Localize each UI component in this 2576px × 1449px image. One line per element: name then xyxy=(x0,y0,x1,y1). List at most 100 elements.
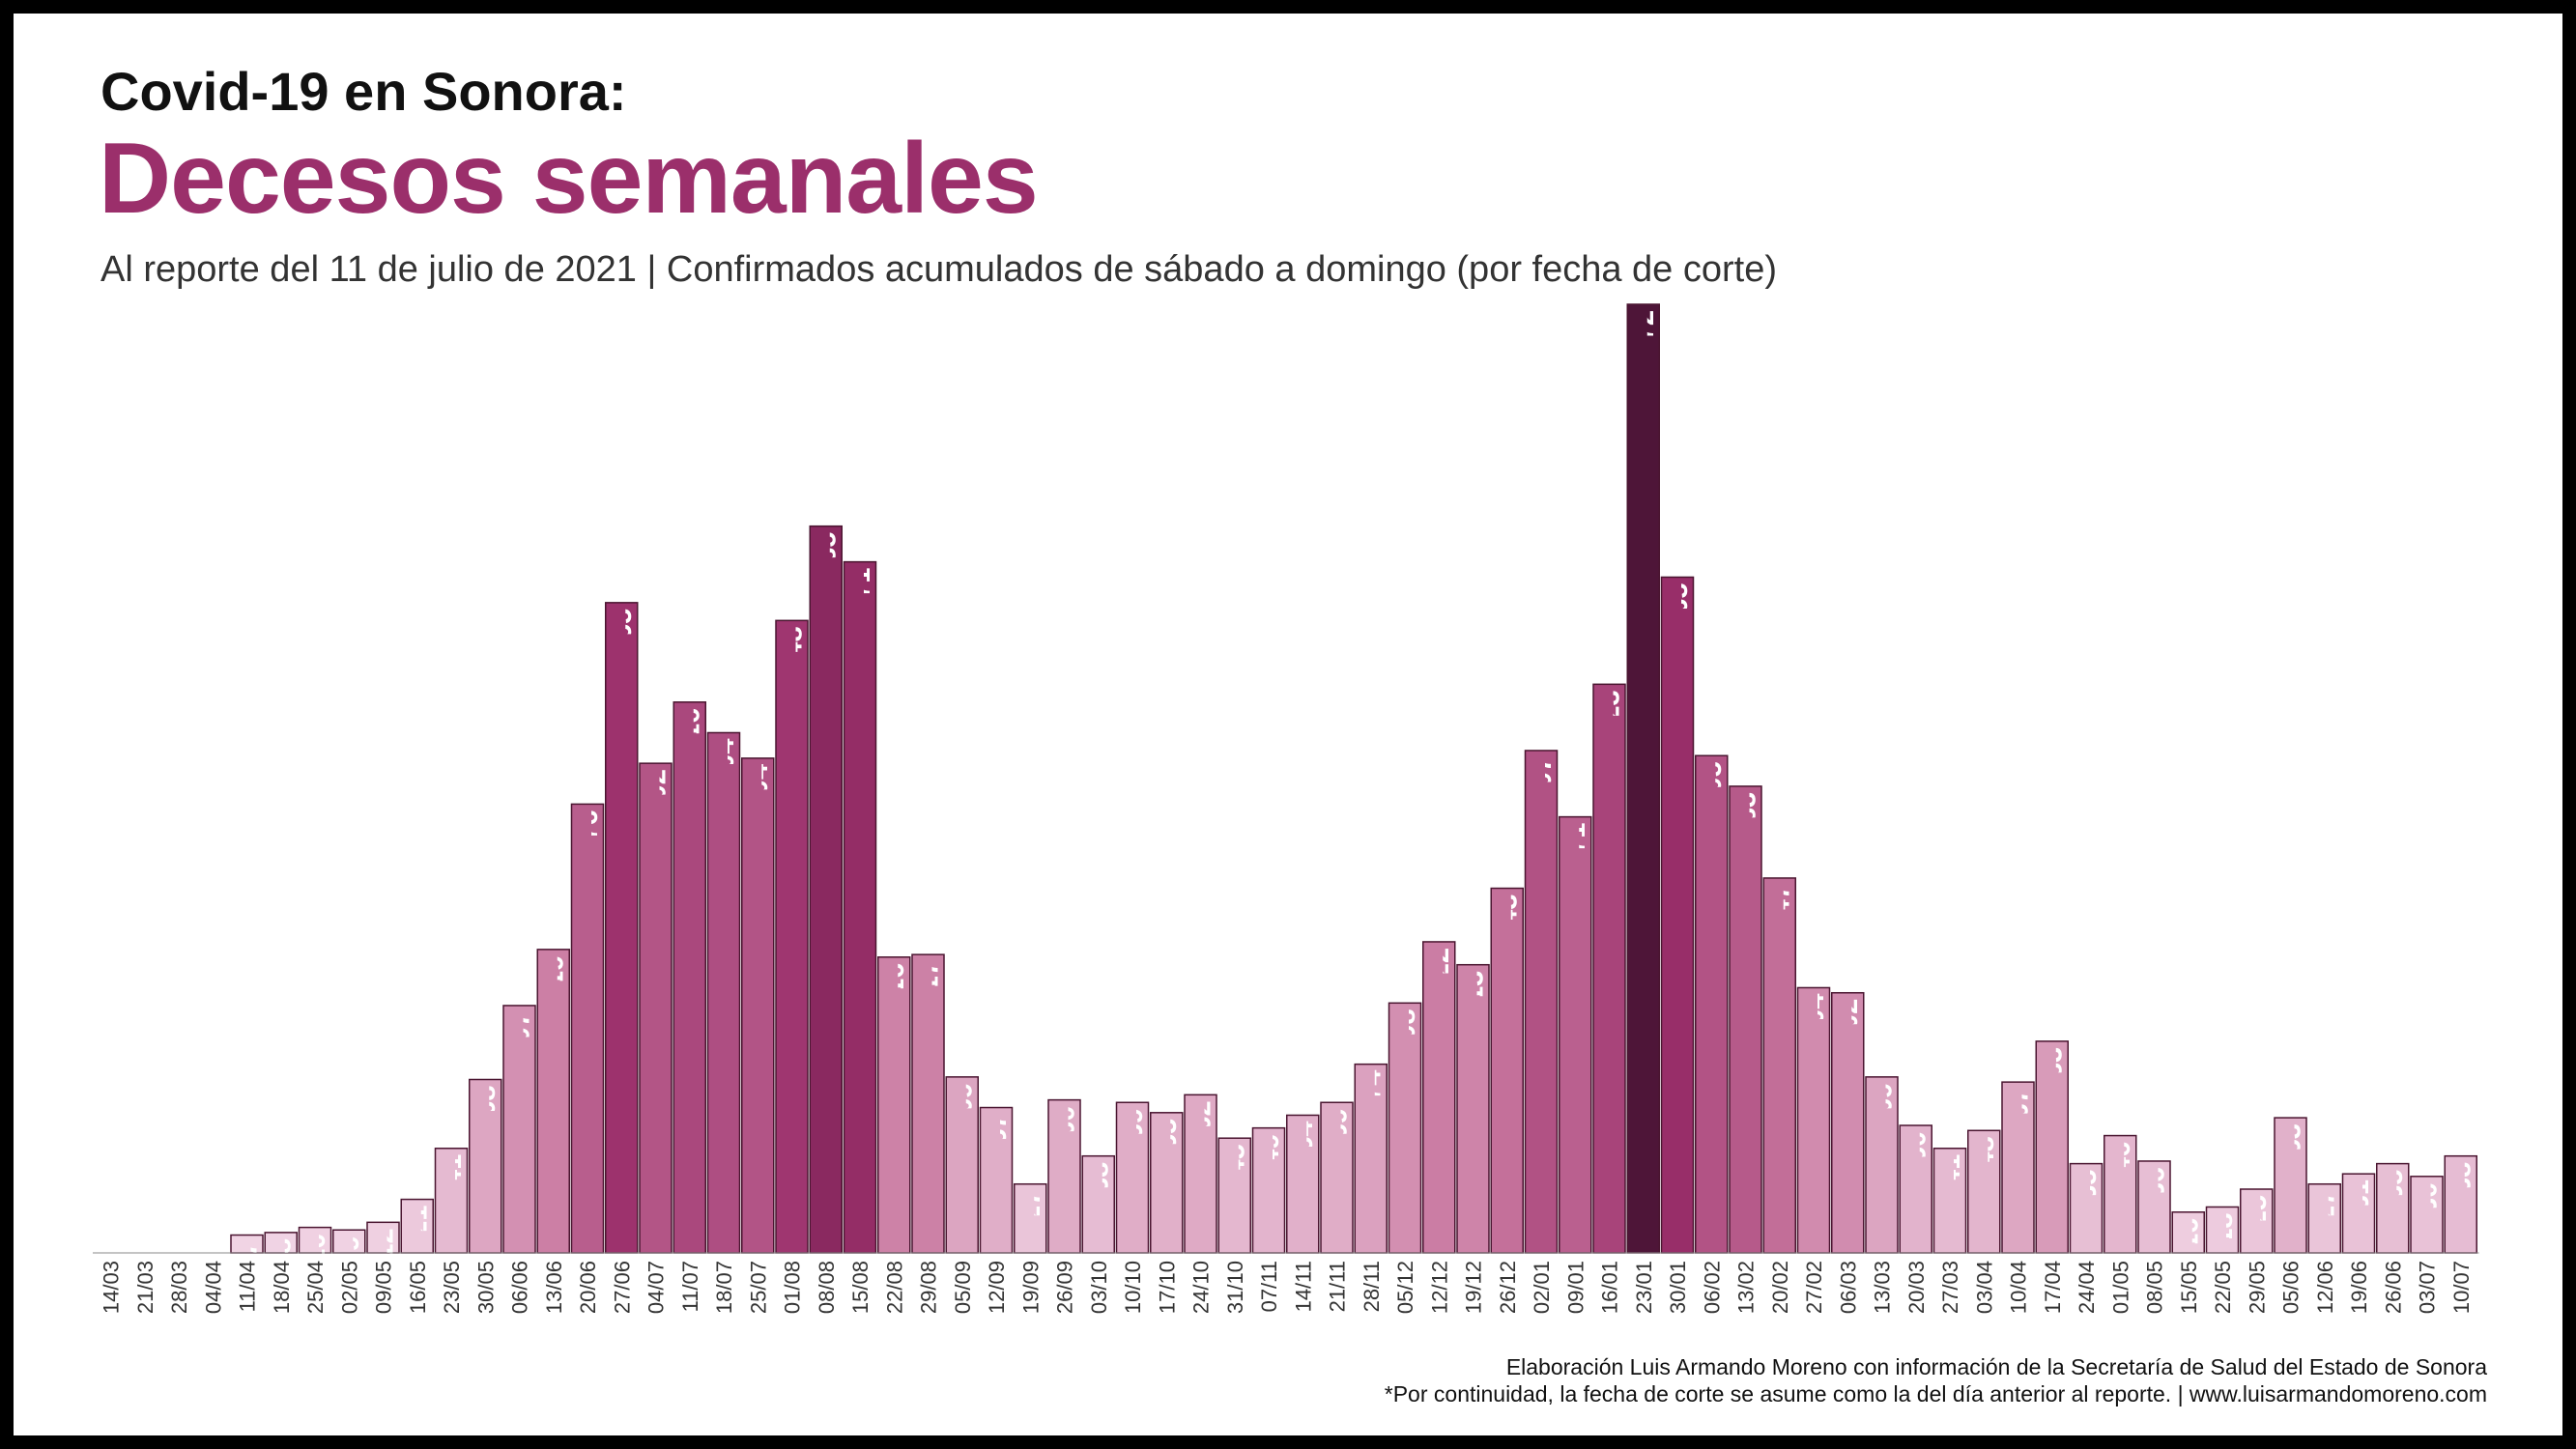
bar-23/05 xyxy=(434,1148,469,1254)
bar-22/05 xyxy=(2205,1206,2240,1254)
bar-03/04 xyxy=(1967,1129,2001,1254)
bar-31/10 xyxy=(1217,1137,1251,1254)
x-tick-label: 10/07 xyxy=(2449,1261,2474,1314)
bar-value-label: 27 xyxy=(2310,1190,2341,1221)
x-tick-label: 02/05 xyxy=(337,1261,361,1314)
x-tick-label: 09/05 xyxy=(372,1261,396,1314)
bar-value-label: 204 xyxy=(709,738,740,784)
x-tick-label: 26/09 xyxy=(1053,1261,1077,1314)
x-tick-label: 24/10 xyxy=(1189,1261,1214,1314)
bar-value-label: 38 xyxy=(1084,1162,1115,1193)
x-tick-label: 22/08 xyxy=(882,1261,906,1314)
bar-value-label: 197 xyxy=(1527,756,1558,803)
bar-08/08 xyxy=(809,525,843,1254)
bar-20/02 xyxy=(1762,877,1796,1254)
bar-05/06 xyxy=(2274,1117,2307,1254)
bar-25/07 xyxy=(741,757,775,1254)
bar-value-label: 147 xyxy=(1765,884,1796,930)
x-tick-label: 19/06 xyxy=(2347,1261,2371,1314)
bar-value-label: 48 xyxy=(1969,1136,2000,1167)
x-tick-label: 24/04 xyxy=(2075,1261,2099,1314)
footer-credit: Elaboración Luis Armando Moreno con info… xyxy=(1505,1354,2487,1379)
x-tick-label: 01/05 xyxy=(2108,1261,2132,1314)
x-tick-label: 10/04 xyxy=(2007,1261,2031,1314)
bar-value-label: 49 xyxy=(1254,1134,1285,1165)
bar-value-label: 41 xyxy=(1935,1154,1966,1185)
bar-value-label: 57 xyxy=(982,1114,1013,1145)
bar-27/06 xyxy=(605,602,639,1254)
bar-22/08 xyxy=(877,956,911,1254)
x-tick-label: 15/05 xyxy=(2177,1261,2201,1314)
x-tick-label: 17/10 xyxy=(1155,1261,1179,1314)
x-tick-label: 23/05 xyxy=(440,1261,464,1314)
bar-27/02 xyxy=(1796,986,1831,1254)
bar-value-label: 54 xyxy=(1288,1121,1319,1151)
x-tick-label: 14/03 xyxy=(100,1261,124,1314)
bar-value-label: 25 xyxy=(2242,1195,2273,1226)
bar-24/10 xyxy=(1184,1094,1217,1254)
bar-value-label: 69 xyxy=(948,1083,979,1114)
bar-03/07 xyxy=(2410,1176,2444,1254)
bar-value-label: 27 xyxy=(1016,1190,1046,1221)
bar-06/02 xyxy=(1695,754,1729,1254)
x-tick-label: 07/11 xyxy=(1257,1261,1281,1312)
chart-subtitle-main: Decesos semanales xyxy=(99,123,1039,235)
bar-value-label: 183 xyxy=(1732,792,1762,838)
bar-value-label: 176 xyxy=(573,810,604,856)
x-tick-label: 31/10 xyxy=(1223,1261,1247,1314)
bar-value-label: 122 xyxy=(1424,948,1455,994)
bar-19/06 xyxy=(2341,1173,2376,1254)
bar-value-label: 30 xyxy=(2413,1182,2444,1213)
bar-06/03 xyxy=(1831,991,1865,1254)
x-tick-label: 27/02 xyxy=(1802,1261,1826,1314)
x-tick-label: 11/04 xyxy=(236,1261,260,1312)
x-tick-label: 27/03 xyxy=(1938,1261,1962,1314)
bar-30/01 xyxy=(1660,576,1695,1254)
x-tick-label: 04/04 xyxy=(201,1261,225,1314)
bar-13/06 xyxy=(536,949,570,1254)
x-tick-label: 05/12 xyxy=(1393,1261,1417,1314)
bar-value-label: 60 xyxy=(1050,1106,1081,1137)
x-tick-label: 27/06 xyxy=(610,1261,634,1314)
bar-04/07 xyxy=(639,762,673,1254)
bar-16/05 xyxy=(400,1198,434,1254)
x-tick-label: 23/01 xyxy=(1632,1261,1656,1314)
x-tick-label: 29/08 xyxy=(917,1261,941,1314)
bar-value-label: 117 xyxy=(914,960,945,1006)
x-tick-label: 16/01 xyxy=(1598,1261,1622,1314)
x-tick-label: 20/06 xyxy=(576,1261,600,1314)
x-tick-label: 08/08 xyxy=(815,1261,839,1314)
bar-value-label: 62 xyxy=(1187,1100,1217,1131)
bar-value-label: 9 xyxy=(334,1236,365,1251)
x-tick-label: 30/01 xyxy=(1666,1261,1690,1314)
bar-value-label: 143 xyxy=(1493,895,1524,941)
x-tick-label: 25/04 xyxy=(303,1261,328,1314)
bar-value-label: 113 xyxy=(1459,971,1490,1016)
bar-value-label: 10 xyxy=(301,1234,331,1264)
bar-01/08 xyxy=(775,619,809,1254)
x-tick-label: 15/08 xyxy=(848,1261,873,1314)
x-tick-label: 18/04 xyxy=(270,1261,294,1314)
bar-value-label: 45 xyxy=(1220,1144,1251,1175)
bar-29/05 xyxy=(2240,1188,2274,1254)
x-tick-label: 03/07 xyxy=(2416,1261,2440,1314)
bar-value-label: 216 xyxy=(675,708,706,754)
x-tick-label: 28/03 xyxy=(167,1261,191,1314)
x-tick-label: 22/05 xyxy=(2211,1261,2235,1314)
bar-26/06 xyxy=(2376,1162,2410,1254)
x-tick-label: 29/05 xyxy=(2245,1261,2269,1314)
x-tick-label: 25/07 xyxy=(746,1261,770,1314)
x-tick-label: 20/02 xyxy=(1768,1261,1792,1314)
bar-02/01 xyxy=(1524,750,1559,1254)
bar-value-label: 192 xyxy=(642,769,673,815)
bar-15/05 xyxy=(2171,1211,2205,1254)
bar-value-label: 102 xyxy=(1833,999,1864,1045)
bar-17/10 xyxy=(1150,1112,1184,1254)
bar-12/06 xyxy=(2307,1182,2341,1254)
bar-value-label: 68 xyxy=(471,1085,501,1116)
bar-value-label: 16 xyxy=(2174,1218,2205,1249)
bar-25/04 xyxy=(298,1226,332,1254)
bar-value-label: 104 xyxy=(1799,993,1830,1039)
bar-26/12 xyxy=(1490,887,1524,1254)
